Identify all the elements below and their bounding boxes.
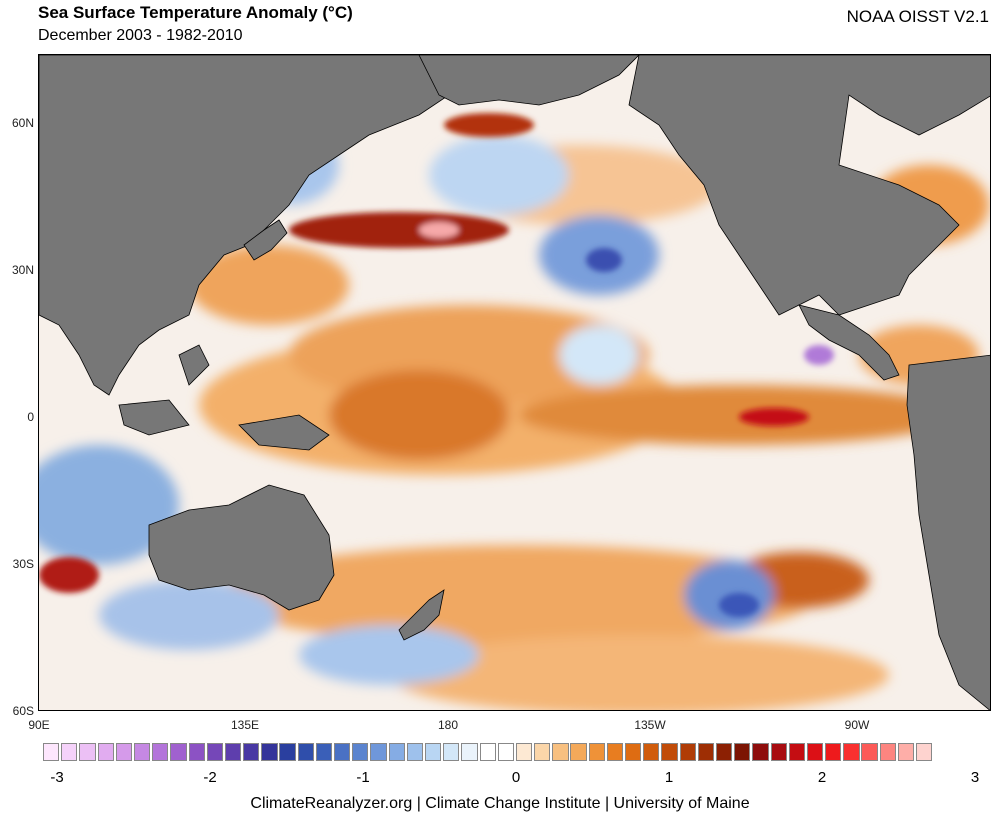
- colorbar-swatch: [97, 743, 114, 761]
- map-subtitle: December 2003 - 1982-2010: [38, 27, 243, 44]
- lat-label-30n: 30N: [11, 263, 34, 277]
- colorbar-swatch: [825, 743, 842, 761]
- lon-label-135e: 135E: [230, 718, 260, 732]
- colorbar-swatch: [133, 743, 151, 761]
- colorbar-label-0: 0: [511, 769, 521, 786]
- colorbar-swatch: [479, 743, 496, 761]
- land-masses: [39, 55, 990, 710]
- colorbar-swatch: [61, 743, 78, 761]
- lat-label-60s: 60S: [12, 704, 34, 718]
- colorbar-swatch: [806, 743, 824, 761]
- japan-landmass: [243, 219, 288, 261]
- colorbar-swatch: [552, 743, 569, 761]
- colorbar-swatch: [406, 743, 424, 761]
- colorbar-swatch: [606, 743, 624, 761]
- colorbar-swatch: [843, 743, 860, 761]
- colorbar-swatch: [752, 743, 769, 761]
- colorbar-swatch: [243, 743, 260, 761]
- asia-landmass: [39, 55, 450, 396]
- colorbar-swatch: [334, 743, 351, 761]
- australia-landmass: [148, 484, 335, 611]
- map-title: Sea Surface Temperature Anomaly (°C): [38, 3, 353, 22]
- colorbar-swatch: [170, 743, 187, 761]
- colorbar-swatch: [861, 743, 878, 761]
- new-zealand-landmass: [398, 589, 445, 641]
- south-america-landmass: [906, 354, 990, 710]
- colorbar-label-neg1: -1: [356, 769, 370, 786]
- new-guinea-landmass: [238, 414, 330, 451]
- colorbar-swatch: [424, 743, 442, 761]
- anomaly-hotspots: [39, 113, 834, 617]
- lon-label-135w: 135W: [634, 718, 666, 732]
- colorbar-label-1: 1: [664, 769, 674, 786]
- colorbar-swatch: [497, 743, 514, 761]
- anomaly-field: [39, 125, 989, 710]
- colorbar-swatch: [679, 743, 696, 761]
- lat-label-0: 0: [27, 410, 34, 424]
- colorbar-swatch: [788, 743, 805, 761]
- colorbar-swatch: [715, 743, 733, 761]
- colorbar-swatch: [515, 743, 533, 761]
- colorbar-swatch: [916, 743, 933, 761]
- colorbar-swatch: [879, 743, 896, 761]
- siberia-landmass: [418, 55, 640, 106]
- colorbar-swatch: [315, 743, 333, 761]
- colorbar: [43, 743, 934, 761]
- colorbar-swatch: [697, 743, 715, 761]
- colorbar-swatch: [534, 743, 551, 761]
- colorbar-swatch: [897, 743, 915, 761]
- colorbar-swatch: [188, 743, 205, 761]
- lon-label-90w: 90W: [844, 718, 870, 732]
- colorbar-label-neg3: -3: [50, 769, 64, 786]
- colorbar-label-2: 2: [817, 769, 827, 786]
- map-canvas: [39, 55, 990, 710]
- central-america-landmass: [798, 304, 900, 381]
- lat-label-30s: 30S: [12, 557, 34, 571]
- colorbar-swatch: [770, 743, 787, 761]
- colorbar-swatch: [443, 743, 460, 761]
- colorbar-label-neg2: -2: [203, 769, 217, 786]
- colorbar-swatch: [43, 743, 60, 761]
- colorbar-swatch: [79, 743, 96, 761]
- colorbar-swatch: [588, 743, 605, 761]
- colorbar-swatch: [570, 743, 587, 761]
- colorbar-swatch: [352, 743, 369, 761]
- philippines-landmass: [178, 344, 210, 386]
- sst-anomaly-map[interactable]: [38, 54, 991, 711]
- north-america-landmass: [628, 55, 990, 316]
- colorbar-swatch: [279, 743, 296, 761]
- colorbar-swatch: [734, 743, 751, 761]
- lon-label-180: 180: [437, 718, 459, 732]
- colorbar-swatch: [152, 743, 169, 761]
- colorbar-swatch: [115, 743, 133, 761]
- dataset-name: NOAA OISST V2.1: [846, 7, 989, 26]
- borneo-landmass: [118, 399, 190, 436]
- colorbar-swatch: [370, 743, 387, 761]
- colorbar-swatch: [224, 743, 242, 761]
- credit-line: ClimateReanalyzer.org | Climate Change I…: [250, 795, 750, 812]
- colorbar-swatch: [297, 743, 314, 761]
- colorbar-swatch: [661, 743, 678, 761]
- colorbar-swatch: [206, 743, 223, 761]
- colorbar-swatch: [461, 743, 478, 761]
- colorbar-swatch: [625, 743, 642, 761]
- colorbar-swatch: [388, 743, 405, 761]
- colorbar-swatch: [643, 743, 660, 761]
- lat-label-60n: 60N: [11, 116, 34, 130]
- lon-label-90e: 90E: [28, 718, 50, 732]
- colorbar-swatch: [261, 743, 278, 761]
- colorbar-label-3: 3: [970, 769, 980, 786]
